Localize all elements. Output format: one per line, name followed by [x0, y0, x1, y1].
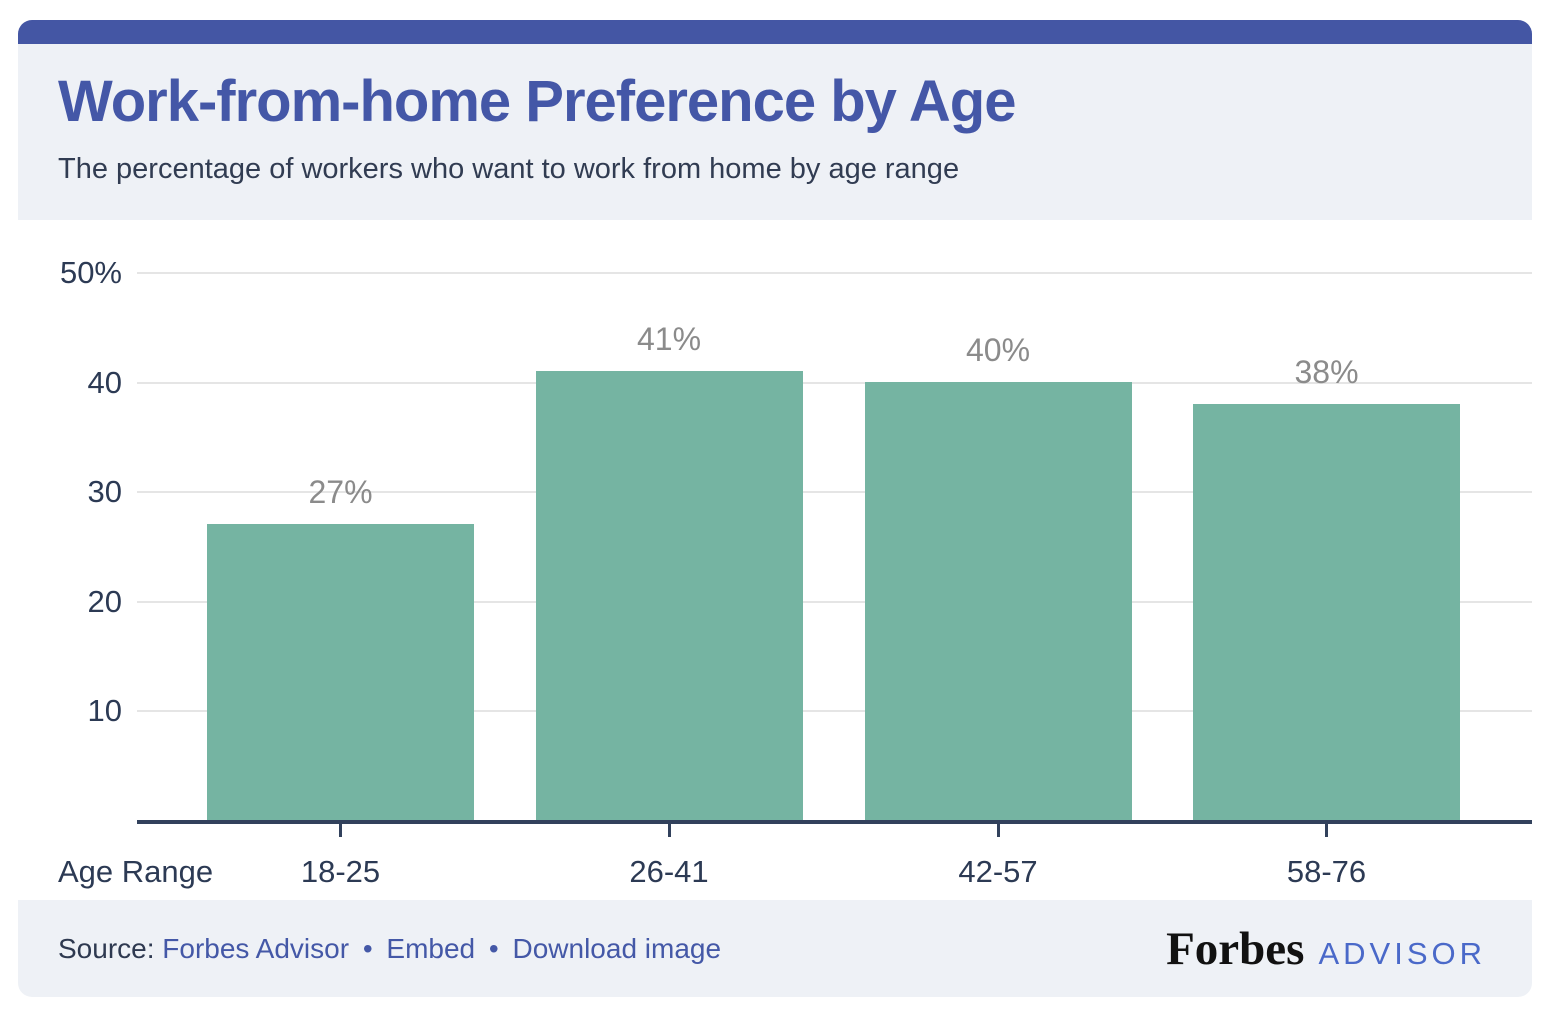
accent-bar	[18, 20, 1532, 44]
gridline	[137, 491, 1532, 494]
chart-bar	[535, 370, 803, 820]
y-tick-label: 30	[87, 474, 122, 510]
x-tick-label: 58-76	[1286, 854, 1367, 889]
y-tick-label: 20	[87, 583, 122, 619]
bar-value-label: 38%	[1294, 353, 1359, 390]
y-tick-label: 40	[87, 364, 122, 400]
gridline	[137, 600, 1532, 603]
bullet-separator: •	[362, 932, 373, 964]
y-tick-label: 50%	[59, 255, 122, 290]
gridline	[137, 381, 1532, 384]
chart-header: Work-from-home Preference by Age The per…	[18, 44, 1532, 220]
bullet-separator: •	[488, 932, 499, 964]
page-title: Work-from-home Preference by Age	[58, 69, 1016, 134]
x-tick-label: 26-41	[629, 854, 709, 889]
gridline	[137, 710, 1532, 713]
chart-bar	[864, 381, 1132, 820]
x-axis-tick	[1325, 824, 1328, 837]
bar-value-label: 40%	[965, 331, 1031, 368]
x-axis-tick	[339, 824, 342, 837]
x-axis-title: Age Range	[58, 854, 214, 889]
chart-card: Work-from-home Preference by Age The per…	[18, 20, 1532, 997]
y-tick-label: 10	[87, 693, 122, 729]
gridline	[137, 272, 1532, 274]
x-tick-label: 18-25	[300, 854, 381, 889]
chart-footer: Source: Forbes Advisor • Embed • Downloa…	[18, 900, 1532, 997]
page-subtitle: The percentage of workers who want to wo…	[58, 152, 960, 185]
bar-value-label: 27%	[308, 474, 373, 511]
source-link-forbes-advisor[interactable]: Forbes Advisor	[162, 932, 350, 964]
advisor-wordmark: ADVISOR	[1318, 935, 1486, 971]
bar-chart: 50% 40 30 20 10 27% 18-25 41% 26-41 40% 42-57 38% 58…	[18, 220, 1532, 900]
download-image-link[interactable]: Download image	[512, 932, 722, 964]
x-axis-tick	[996, 824, 1000, 837]
source-label: Source:	[58, 932, 155, 964]
x-tick-label: 42-57	[958, 854, 1038, 889]
x-axis-line	[137, 820, 1532, 824]
bar-value-label: 41%	[636, 320, 702, 357]
forbes-wordmark: Forbes	[1166, 922, 1305, 975]
chart-bar	[1193, 403, 1460, 820]
source-line: Source: Forbes Advisor • Embed • Downloa…	[58, 933, 721, 965]
forbes-advisor-logo: Forbes ADVISOR	[1166, 922, 1486, 976]
embed-link[interactable]: Embed	[386, 932, 476, 964]
chart-bar	[207, 524, 474, 820]
x-axis-tick	[667, 824, 671, 837]
